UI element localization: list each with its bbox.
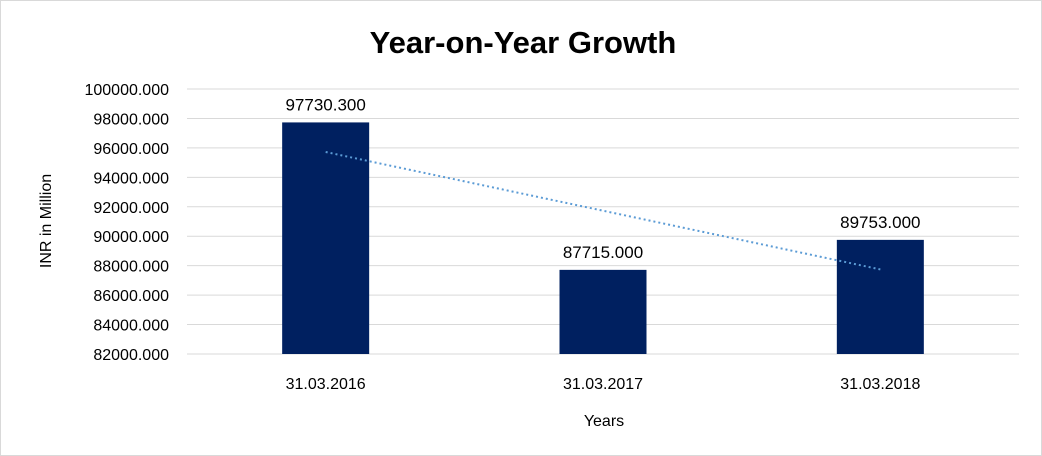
y-tick-label: 92000.000 — [93, 200, 169, 217]
y-tick-label: 82000.000 — [93, 347, 169, 364]
data-label: 87715.000 — [563, 243, 643, 262]
x-axis-ticks: 31.03.2016 31.03.2017 31.03.2018 — [286, 376, 921, 393]
bars — [282, 122, 924, 354]
y-tick-label: 98000.000 — [93, 111, 169, 128]
bar — [559, 269, 647, 354]
y-tick-label: 94000.000 — [93, 170, 169, 187]
y-tick-label: 84000.000 — [93, 318, 169, 335]
data-label: 97730.300 — [285, 95, 365, 114]
x-tick-label: 31.03.2018 — [840, 376, 920, 393]
data-label: 89753.000 — [840, 213, 920, 232]
y-axis-label: INR in Million — [38, 174, 55, 268]
y-axis-ticks: 82000.000 84000.000 86000.000 88000.000 9000… — [84, 82, 169, 364]
y-tick-label: 88000.000 — [93, 259, 169, 276]
chart-title: Year-on-Year Growth — [370, 25, 677, 60]
y-tick-label: 90000.000 — [93, 229, 169, 246]
x-tick-label: 31.03.2017 — [563, 376, 643, 393]
y-tick-label: 100000.000 — [84, 82, 169, 99]
y-tick-label: 86000.000 — [93, 288, 169, 305]
x-tick-label: 31.03.2016 — [286, 376, 366, 393]
bar — [836, 239, 924, 354]
data-labels: 97730.300 87715.000 89753.000 — [285, 95, 920, 261]
bar — [282, 122, 370, 354]
x-axis-label: Years — [584, 413, 624, 430]
y-tick-label: 96000.000 — [93, 141, 169, 158]
